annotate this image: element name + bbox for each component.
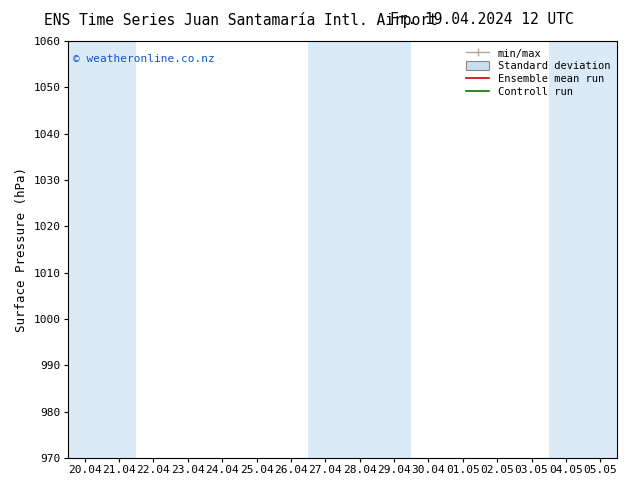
Bar	[102, 41, 136, 458]
Legend: min/max, Standard deviation, Ensemble mean run, Controll run: min/max, Standard deviation, Ensemble me…	[462, 44, 614, 101]
Text: ENS Time Series Juan Santamaría Intl. Airport: ENS Time Series Juan Santamaría Intl. Ai…	[44, 12, 438, 28]
Bar	[377, 41, 411, 458]
Text: Fr. 19.04.2024 12 UTC: Fr. 19.04.2024 12 UTC	[390, 12, 574, 27]
Bar	[342, 41, 377, 458]
Bar	[583, 41, 618, 458]
Bar	[308, 41, 342, 458]
Bar	[549, 41, 583, 458]
Y-axis label: Surface Pressure (hPa): Surface Pressure (hPa)	[15, 167, 28, 332]
Text: © weatheronline.co.nz: © weatheronline.co.nz	[73, 53, 215, 64]
Bar	[67, 41, 102, 458]
